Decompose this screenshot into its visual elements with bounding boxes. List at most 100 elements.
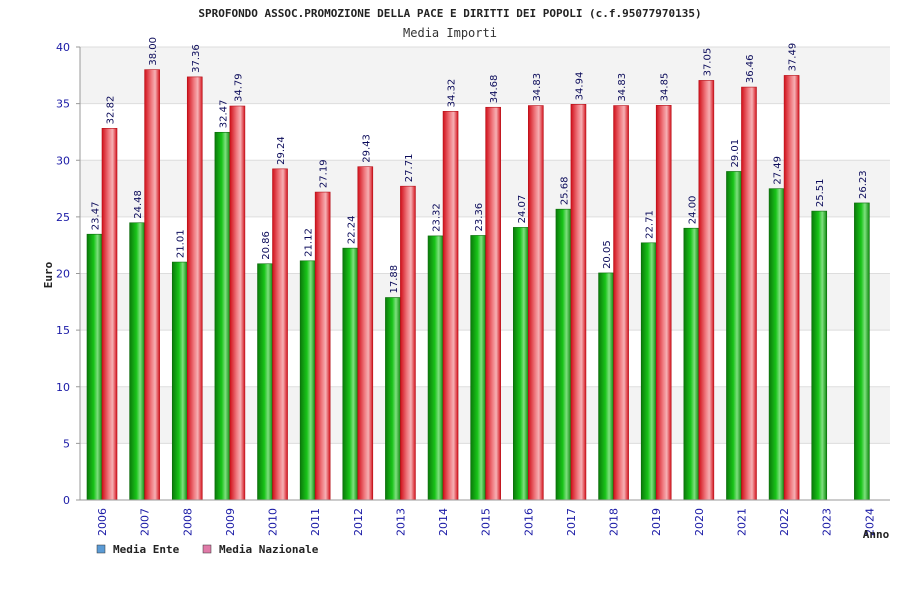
x-tick-label-2018: 2018	[608, 508, 621, 536]
y-tick-label: 35	[56, 98, 70, 111]
data-label-media-ente-2023: 25.51	[815, 178, 826, 207]
data-label-media-nazionale-2012: 29.43	[361, 134, 372, 163]
bar-media-ente-2020	[683, 227, 700, 501]
bar-media-ente-2006	[86, 233, 103, 501]
data-label-media-ente-2012: 22.24	[346, 215, 357, 244]
bar-media-nazionale-2010	[272, 168, 288, 501]
y-axis-label: Euro	[42, 261, 55, 288]
x-tick-label-2014: 2014	[437, 508, 450, 536]
chart-title: SPROFONDO ASSOC.PROMOZIONE DELLA PACE E …	[198, 7, 701, 20]
data-label-media-ente-2020: 24.00	[687, 196, 698, 225]
bar-media-ente-2021	[726, 171, 742, 501]
data-labels: 23.47 32.82 24.48 38.00 21.01 37.36 32.47 34.79…	[91, 37, 869, 293]
legend-swatch-media-nazionale	[202, 544, 212, 554]
data-label-media-nazionale-2020: 37.05	[702, 48, 713, 77]
bar-media-nazionale-2017	[570, 104, 587, 501]
bar-media-ente-2024	[854, 202, 870, 501]
x-tick-label-2008: 2008	[181, 508, 194, 536]
data-label-media-nazionale-2011: 27.19	[319, 159, 330, 188]
data-label-media-ente-2007: 24.48	[133, 190, 144, 219]
x-tick-label-2020: 2020	[693, 508, 706, 536]
bar-media-nazionale-2013	[400, 185, 416, 501]
data-label-media-nazionale-2018: 34.83	[617, 73, 628, 102]
bar-media-nazionale-2007	[144, 69, 160, 501]
x-tick-label-2022: 2022	[778, 508, 791, 536]
bar-media-ente-2013	[385, 297, 401, 501]
data-label-media-nazionale-2006: 32.82	[106, 96, 117, 125]
data-label-media-ente-2021: 29.01	[730, 139, 741, 168]
bar-media-nazionale-2012	[357, 166, 374, 501]
x-tick-label-2017: 2017	[565, 508, 578, 536]
bar-media-nazionale-2021	[741, 86, 757, 501]
y-tick-label: 40	[56, 41, 70, 54]
bar-media-nazionale-2016	[528, 105, 544, 501]
x-tick-label-2012: 2012	[352, 508, 365, 536]
y-tick-label: 30	[56, 154, 70, 167]
bar-media-ente-2007	[129, 222, 145, 501]
bar-media-ente-2010	[257, 263, 273, 501]
legend-swatch-media-ente	[96, 544, 106, 554]
data-label-media-ente-2010: 20.86	[261, 231, 272, 260]
y-tick-label: 25	[56, 211, 70, 224]
x-tick-label-2006: 2006	[96, 508, 109, 536]
data-label-media-ente-2017: 25.68	[559, 177, 570, 206]
y-tick-label: 0	[63, 494, 70, 507]
bar-media-ente-2008	[171, 261, 188, 501]
data-label-media-ente-2013: 17.88	[389, 265, 400, 294]
data-label-media-nazionale-2007: 38.00	[148, 37, 159, 66]
data-label-media-nazionale-2009: 34.79	[233, 73, 244, 102]
bar-media-ente-2011	[299, 260, 316, 501]
data-label-media-ente-2022: 27.49	[773, 156, 784, 185]
bar-media-ente-2019	[640, 242, 657, 501]
bar-media-nazionale-2009	[229, 105, 246, 501]
data-label-media-nazionale-2017: 34.94	[574, 72, 585, 101]
data-label-media-nazionale-2015: 34.68	[489, 75, 500, 104]
data-label-media-ente-2016: 24.07	[517, 195, 528, 224]
x-tick-label-2016: 2016	[522, 508, 535, 536]
bar-media-nazionale-2014	[442, 111, 459, 501]
data-label-media-ente-2018: 20.05	[602, 240, 613, 269]
y-tick-label: 10	[56, 381, 70, 394]
data-label-media-nazionale-2021: 36.46	[745, 54, 756, 83]
y-tick-label: 15	[56, 324, 70, 337]
bar-media-ente-2014	[427, 235, 444, 501]
data-label-media-ente-2015: 23.36	[474, 203, 485, 232]
data-label-media-ente-2024: 26.23	[858, 170, 869, 199]
bar-media-ente-2018	[598, 272, 614, 501]
bar-media-nazionale-2011	[314, 191, 331, 501]
legend-label-media-ente: Media Ente	[113, 543, 180, 556]
bar-media-ente-2017	[555, 208, 572, 501]
x-axis-label: Anno	[863, 528, 890, 541]
bar-media-ente-2022	[768, 188, 785, 501]
chart-subtitle: Media Importi	[403, 26, 497, 40]
data-label-media-nazionale-2008: 37.36	[191, 44, 202, 73]
bar-media-nazionale-2008	[186, 76, 203, 501]
data-label-media-nazionale-2022: 37.49	[788, 43, 799, 72]
bar-media-ente-2015	[470, 235, 486, 501]
bar-media-nazionale-2019	[655, 105, 672, 501]
data-label-media-ente-2008: 21.01	[176, 229, 187, 258]
data-label-media-ente-2009: 32.47	[218, 100, 229, 129]
bar-media-ente-2023	[811, 210, 828, 501]
legend-label-media-nazionale: Media Nazionale	[219, 543, 319, 556]
x-axis-ticks: 2006 2007 2008 2009 2010 2011 2012 2013 2014 2015…	[96, 508, 876, 536]
bar-media-nazionale-2018	[613, 105, 629, 501]
data-label-media-nazionale-2013: 27.71	[404, 154, 415, 183]
x-tick-label-2023: 2023	[821, 508, 834, 536]
y-tick-label: 20	[56, 268, 70, 281]
x-tick-label-2010: 2010	[267, 508, 280, 536]
x-tick-label-2011: 2011	[309, 508, 322, 536]
bar-media-nazionale-2022	[783, 75, 800, 501]
bar-media-nazionale-2015	[485, 106, 501, 501]
data-label-media-ente-2019: 22.71	[645, 210, 656, 239]
y-axis-ticks: 0 5 10 15 20 25 30 35 40	[56, 41, 80, 507]
x-tick-label-2013: 2013	[394, 508, 407, 536]
data-label-media-ente-2006: 23.47	[91, 202, 102, 231]
bar-media-nazionale-2020	[698, 80, 715, 501]
x-tick-label-2021: 2021	[735, 508, 748, 536]
y-tick-label: 5	[63, 437, 70, 450]
data-label-media-ente-2014: 23.32	[432, 203, 443, 232]
bar-media-nazionale-2006	[101, 128, 118, 501]
x-tick-label-2024: 2024	[863, 508, 876, 536]
